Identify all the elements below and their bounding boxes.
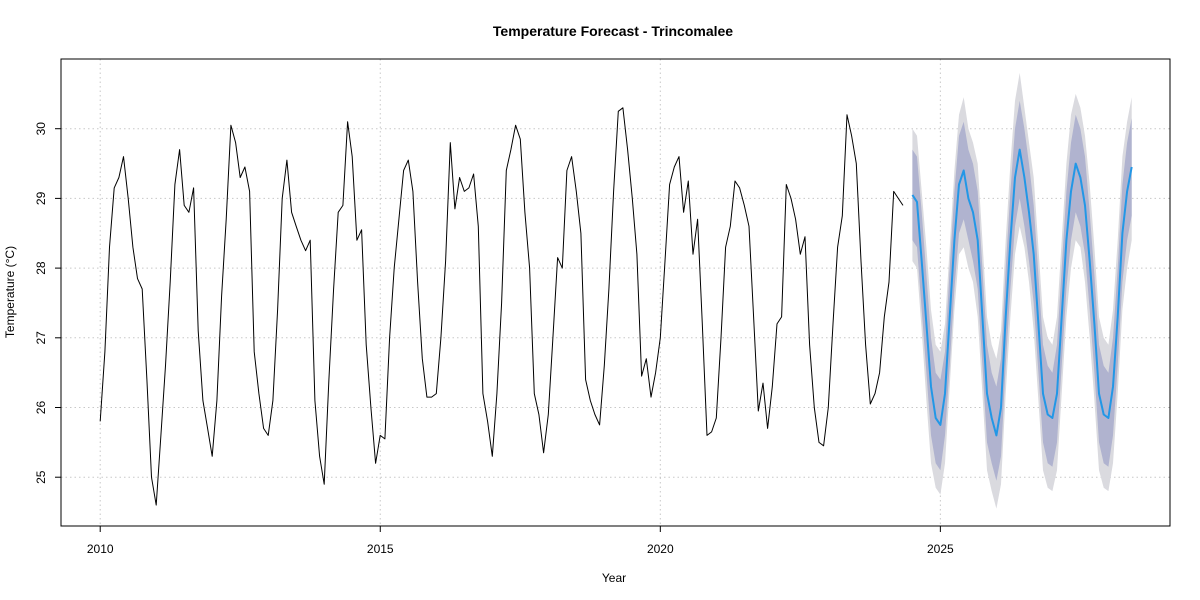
x-tick-label: 2025 <box>927 542 954 556</box>
series-lines <box>99 107 1133 506</box>
y-tick-label: 25 <box>34 470 48 484</box>
x-axis: 2010 2015 2020 2025 <box>87 525 954 556</box>
chart-title: Temperature Forecast - Trincomalee <box>493 23 733 39</box>
forecast-line <box>911 148 1133 437</box>
grid-lines <box>61 59 1170 526</box>
x-tick-label: 2015 <box>367 542 394 556</box>
y-axis: 25 26 27 28 29 30 <box>34 122 62 484</box>
y-tick-label: 26 <box>34 401 48 415</box>
y-tick-label: 27 <box>34 331 48 345</box>
x-tick-label: 2010 <box>87 542 114 556</box>
x-axis-title: Year <box>602 571 626 585</box>
y-tick-label: 29 <box>34 191 48 205</box>
y-tick-label: 30 <box>34 122 48 136</box>
y-axis-title: Temperature (°C) <box>3 246 17 338</box>
x-tick-label: 2020 <box>647 542 674 556</box>
y-tick-label: 28 <box>34 261 48 275</box>
history-line <box>99 107 904 506</box>
